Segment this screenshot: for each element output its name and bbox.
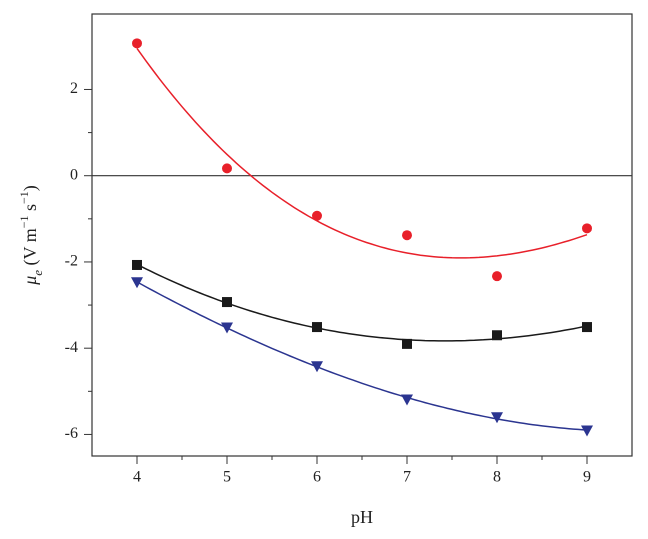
data-point xyxy=(582,322,592,333)
x-axis-label: pH xyxy=(351,507,373,527)
y-label-part: ) xyxy=(20,185,41,191)
x-tick-label: 4 xyxy=(133,469,141,486)
plot-frame xyxy=(91,13,633,457)
data-point xyxy=(582,223,592,234)
x-tick-label: 5 xyxy=(223,469,231,486)
y-label-part: (V m xyxy=(20,228,41,270)
x-tick-label: 8 xyxy=(493,469,501,486)
data-point xyxy=(311,361,323,373)
y-label-part: μ xyxy=(20,276,40,286)
data-point xyxy=(312,322,322,333)
data-point xyxy=(492,330,502,341)
data-point xyxy=(402,230,412,241)
data-point xyxy=(222,163,232,174)
y-tick-label: -6 xyxy=(65,425,78,442)
fit-curve xyxy=(136,47,588,259)
data-point xyxy=(492,271,502,282)
data-point xyxy=(132,38,142,49)
y-tick-label: 2 xyxy=(70,80,78,97)
y-tick-label: -2 xyxy=(65,253,78,270)
fit-curve xyxy=(136,281,588,431)
y-axis-label: μe (V m−1 s−1) xyxy=(17,185,46,286)
data-point xyxy=(131,277,143,289)
data-point xyxy=(402,338,412,349)
y-label-part: e xyxy=(30,270,45,276)
fit-curve xyxy=(136,263,588,342)
y-label-part: s xyxy=(20,204,40,216)
data-point xyxy=(132,259,142,270)
data-point xyxy=(221,322,233,334)
y-label-part: −1 xyxy=(17,191,31,204)
y-tick-label: -4 xyxy=(65,339,78,356)
data-point xyxy=(581,425,593,437)
y-tick-label: 0 xyxy=(70,166,78,183)
data-point xyxy=(401,394,413,406)
data-point xyxy=(312,210,322,221)
y-label-part: −1 xyxy=(17,216,31,229)
data-point xyxy=(491,412,503,424)
x-tick-label: 7 xyxy=(403,469,411,486)
data-point xyxy=(222,297,232,308)
x-tick-label: 6 xyxy=(313,469,321,486)
x-tick-label: 9 xyxy=(583,469,591,486)
